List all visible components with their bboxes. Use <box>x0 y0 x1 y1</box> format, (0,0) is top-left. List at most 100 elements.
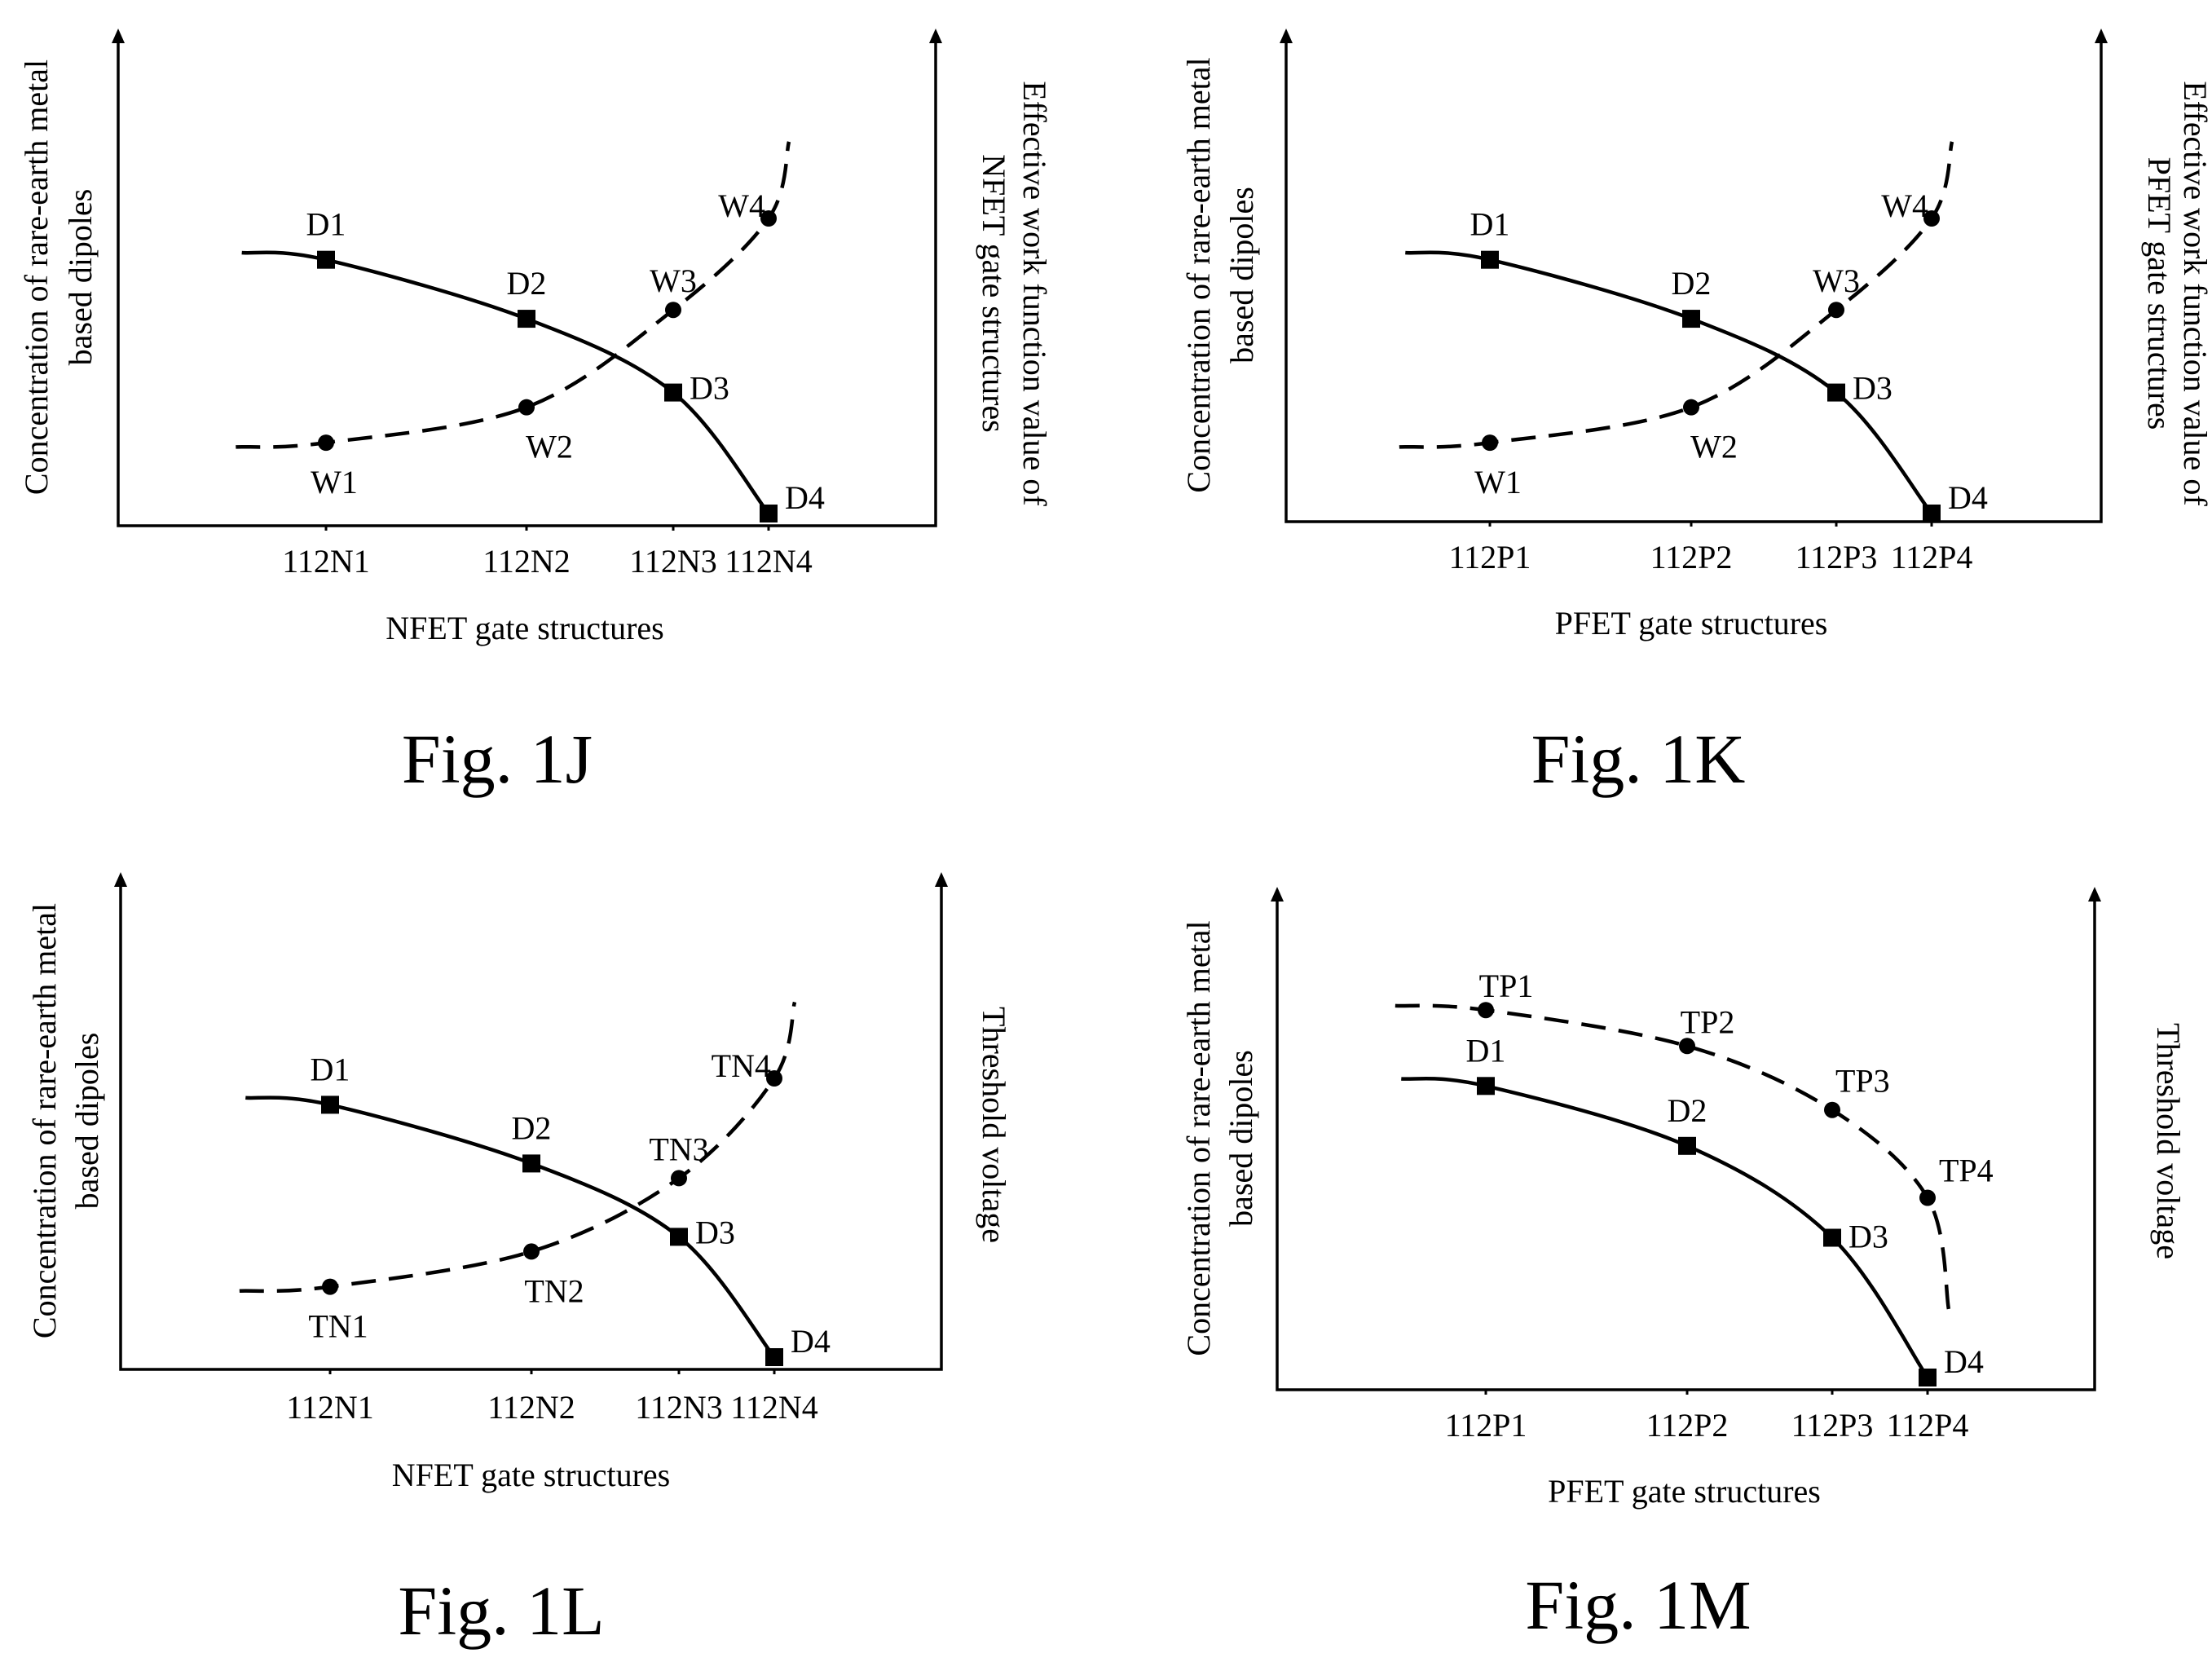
point-label: D1 <box>1470 206 1510 243</box>
circle-marker <box>1478 1002 1494 1019</box>
x-tick-label: 112P2 <box>1646 1407 1729 1444</box>
chart-panel-fig-1m: 112P1 112P2 112P3 112P4 PFET gate structures… <box>1180 887 2187 1644</box>
x-tick-label: 112N4 <box>725 543 812 580</box>
point-label: D4 <box>785 479 825 516</box>
x-tick-label: 112N1 <box>282 543 369 580</box>
x-tick-label: 112N1 <box>286 1389 373 1426</box>
circle-marker <box>523 1243 540 1260</box>
right-axis-arrow <box>935 872 948 887</box>
square-marker <box>1682 310 1700 328</box>
square-marker <box>1477 1077 1495 1096</box>
left-axis-arrow <box>114 872 127 887</box>
point-label: D3 <box>1853 370 1893 407</box>
right-axis-arrow <box>929 29 942 43</box>
point-label: D4 <box>1944 1343 1984 1380</box>
square-marker <box>1823 1228 1841 1247</box>
point-label: W4 <box>718 187 765 224</box>
square-marker <box>1678 1136 1696 1155</box>
circle-marker <box>1923 210 1940 227</box>
point-label: TN3 <box>649 1131 708 1167</box>
square-marker <box>765 1348 783 1366</box>
chart-panel-fig-1l: 112N1 112N2 112N3 112N4 NFET gate structures… <box>26 872 1012 1650</box>
point-label: D2 <box>1668 1092 1707 1129</box>
circle-marker <box>1482 434 1498 452</box>
x-axis-label: PFET gate structures <box>1548 1473 1821 1510</box>
x-tick-label: 112N2 <box>482 543 570 580</box>
x-tick-label: 112N3 <box>635 1389 722 1426</box>
point-label: D3 <box>695 1214 735 1250</box>
square-marker <box>1923 505 1941 522</box>
square-marker <box>760 505 778 522</box>
point-label: D4 <box>791 1323 831 1360</box>
square-marker <box>522 1154 540 1173</box>
x-axis-label: NFET gate structures <box>386 610 663 646</box>
x-tick-label: 112P4 <box>1891 539 1973 575</box>
point-label: D1 <box>311 1051 350 1087</box>
point-label: W2 <box>526 429 573 465</box>
left-axis-arrow <box>1280 29 1293 43</box>
circle-marker <box>766 1070 782 1087</box>
right-axis-arrow <box>2095 29 2108 43</box>
left-axis-arrow <box>1271 887 1284 902</box>
y-axis-label-left: based dipoles <box>1223 187 1260 364</box>
point-label: W2 <box>1690 429 1738 465</box>
square-marker <box>1827 383 1845 402</box>
y-axis-label-left: based dipoles <box>62 189 99 366</box>
square-marker <box>317 250 335 269</box>
axes-frame <box>1284 38 2103 523</box>
circle-marker <box>665 302 681 319</box>
square-marker <box>670 1228 688 1246</box>
point-label: TP2 <box>1681 1003 1735 1040</box>
y-axis-label-right: Effective work function value of <box>1016 81 1053 506</box>
circle-marker <box>760 210 777 227</box>
x-tick-label: 112N3 <box>629 543 716 580</box>
x-tick-label: 112P4 <box>1887 1407 1969 1444</box>
x-tick-label: 112P1 <box>1445 1407 1527 1444</box>
x-tick-label: 112N2 <box>487 1389 575 1426</box>
right-axis-arrow <box>2088 887 2101 902</box>
point-label: TP4 <box>1939 1153 1994 1189</box>
y-axis-label-left: Concentration of rare-earth metal <box>18 60 55 495</box>
circle-marker <box>1919 1189 1936 1206</box>
y-axis-label-left: based dipoles <box>68 1033 105 1210</box>
y-axis-label-left: Concentration of rare-earth metal <box>1180 920 1217 1356</box>
circle-marker <box>1828 302 1844 319</box>
left-axis-arrow <box>112 29 125 43</box>
square-marker <box>664 383 682 402</box>
circle-marker <box>318 434 334 452</box>
point-label: W3 <box>650 262 697 299</box>
y-axis-label-right: Effective work function value of <box>2177 81 2212 506</box>
point-label: D2 <box>507 265 547 302</box>
square-marker <box>1919 1369 1937 1386</box>
y-axis-label-left: Concentration of rare-earth metal <box>1180 57 1217 492</box>
point-label: TP3 <box>1835 1063 1890 1100</box>
point-label: TN1 <box>308 1308 368 1345</box>
y-axis-label-left: Concentration of rare-earth metal <box>26 903 63 1338</box>
chart-panel-fig-1k: 112P1 112P2 112P3 112P4 PFET gate structures… <box>1180 29 2212 798</box>
x-axis-label: PFET gate structures <box>1555 605 1828 641</box>
point-label: D1 <box>1466 1032 1506 1069</box>
y-axis-label-right: Threshold voltage <box>2150 1023 2187 1259</box>
y-axis-label-right: PFET gate structures <box>2141 157 2178 430</box>
point-label: TP1 <box>1479 968 1534 1004</box>
figure-caption: Fig. 1J <box>402 720 593 798</box>
point-label: D3 <box>1848 1219 1888 1255</box>
x-tick-label: 112P3 <box>1791 1407 1874 1444</box>
point-label: D2 <box>512 1109 552 1146</box>
circle-marker <box>671 1170 687 1187</box>
figure-caption: Fig. 1K <box>1531 720 1746 798</box>
x-tick-label: 112P1 <box>1449 539 1531 575</box>
y-axis-label-right: Threshold voltage <box>976 1007 1012 1243</box>
x-tick-label: 112P3 <box>1796 539 1878 575</box>
point-label: W1 <box>311 464 358 500</box>
point-label: W1 <box>1474 464 1522 500</box>
chart-panel-fig-1j: 112N1 112N2 112N3 112N4 NFET gate structures… <box>18 29 1053 798</box>
point-label: W4 <box>1881 187 1928 224</box>
square-marker <box>321 1096 339 1114</box>
point-label: TN2 <box>524 1272 584 1309</box>
x-tick-label: 112N4 <box>730 1389 817 1426</box>
circle-marker <box>518 399 535 416</box>
point-label: D3 <box>690 370 729 407</box>
point-label: D2 <box>1672 265 1712 302</box>
